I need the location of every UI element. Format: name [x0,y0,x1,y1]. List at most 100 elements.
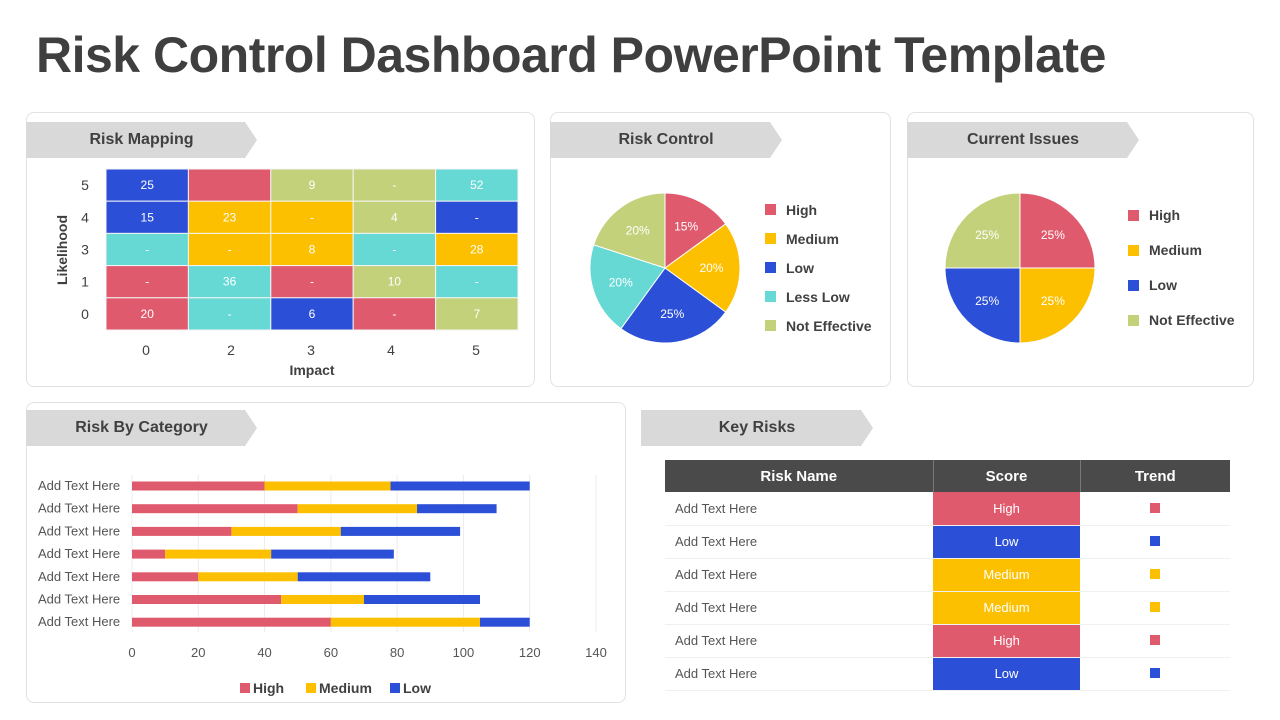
x-tick-label: 4 [387,342,395,358]
table-row: Add Text Here Low [665,657,1230,691]
legend-item-high: High [1128,198,1235,233]
risk-control-heading: Risk Control [550,122,782,158]
heatmap-cell [435,232,519,267]
pie-slice-high [664,192,727,269]
bar-segment-high [132,595,282,604]
bar-segment-high [132,617,331,627]
x-tick-label: 100 [453,645,475,660]
trend-cell [1080,558,1230,592]
legend-item-medium: Medium [765,224,872,253]
legend-swatch [1128,210,1139,221]
legend-label: Not Effective [1149,312,1235,328]
legend-item-high: High [765,195,872,224]
bar-segment-high [132,481,265,491]
heatmap-cell [352,297,437,331]
heatmap-cell-label: - [392,307,396,321]
heatmap-cell [435,200,519,234]
x-tick-label: 5 [472,342,480,358]
pie-slice-high [1019,192,1096,269]
bar-segment-low [271,549,394,559]
legend-swatch [1128,245,1139,256]
page-title: Risk Control Dashboard PowerPoint Templa… [36,27,1106,83]
pie-slice-not-effective [944,192,1021,269]
x-axis-label: Impact [289,362,334,378]
bar-segment-medium [198,572,298,582]
heatmap-cell-label: - [475,210,479,224]
heatmap-cell [270,232,354,267]
heatmap-cell-label: - [392,178,396,192]
legend-swatch-low [390,683,400,693]
heatmap-cell [435,168,519,202]
heatmap-cell-label: 8 [309,243,316,257]
bar-segment-low [297,572,431,582]
legend-label: Less Low [786,288,850,305]
y-tick-label: 4 [81,209,89,225]
score-cell: Low [933,525,1080,559]
heatmap-cell [187,200,272,234]
legend-swatch [765,262,776,273]
heatmap-cell [435,297,519,331]
legend-item-not-effective: Not Effective [765,311,872,340]
legend-item-low: Low [1128,268,1235,303]
pie-slice-not-effective [593,192,666,269]
pie-slice-medium [1019,267,1096,344]
heatmap-cell-label: - [310,210,314,224]
risk-name-cell: Add Text Here [665,525,933,559]
heatmap-cell [187,265,272,299]
pie-slice-low [620,267,727,344]
heatmap-cell-label: 25 [141,178,155,192]
legend-item-medium: Medium [1128,233,1235,268]
bar-segment-medium [264,481,391,491]
bar-segment-high [132,504,298,514]
heatmap-cell [352,200,437,234]
x-tick-label: 60 [324,645,338,660]
current-issues-pie: 25% 25% 25% 25% [944,192,1096,344]
trend-indicator-icon [1150,668,1160,678]
y-tick-label: 1 [81,274,89,290]
risk-name-cell: Add Text Here [665,558,933,592]
heatmap-cell [105,168,189,202]
legend-swatch [765,320,776,331]
legend-label: High [786,201,818,218]
bar-segment-medium [231,526,341,536]
pie-slice-low [944,267,1021,344]
heatmap-cell [270,168,354,202]
risk-control-legend: High Medium Low Less Low Not Effective [765,195,872,340]
legend-label: Medium [786,230,839,247]
bar-segment-medium [330,617,480,627]
x-tick-label: 120 [519,645,541,660]
table-row: Add Text Here High [665,624,1230,658]
table-row: Add Text Here Medium [665,591,1230,625]
pie-slice-less-low [589,244,666,330]
y-tick-label: 3 [81,242,89,258]
bar-segment-low [417,504,497,514]
legend-item-low: Low [765,253,872,282]
table-row: Add Text Here Low [665,525,1230,559]
column-header-trend: Trend [1080,460,1230,492]
bar-segment-medium [281,595,364,604]
x-tick-label: 140 [585,645,607,660]
heatmap-cell [435,265,519,299]
legend-item-not-effective: Not Effective [1128,303,1235,338]
bar-segment-medium [165,549,272,559]
table-header-row: Risk Name Score Trend [665,460,1230,492]
pie-data-label: 25% [1041,228,1065,242]
legend-label: High [253,680,284,696]
category-label: Add Text Here [38,501,120,516]
heatmap-cell [352,265,437,299]
heatmap-cell [270,297,354,331]
y-tick-label: 5 [81,177,89,193]
heatmap-cell-label: 15 [141,210,155,224]
pie-data-label: 20% [609,275,633,289]
heatmap-cell-label: 6 [309,307,316,321]
heatmap-cell [270,200,354,234]
risk-name-cell: Add Text Here [665,492,933,526]
legend-label: Not Effective [786,317,872,334]
current-issues-heading: Current Issues [907,122,1139,158]
trend-indicator-icon [1150,536,1160,546]
legend-swatch [765,291,776,302]
heatmap-cell-label: 7 [473,307,480,321]
heatmap-cell-label: - [145,275,149,289]
